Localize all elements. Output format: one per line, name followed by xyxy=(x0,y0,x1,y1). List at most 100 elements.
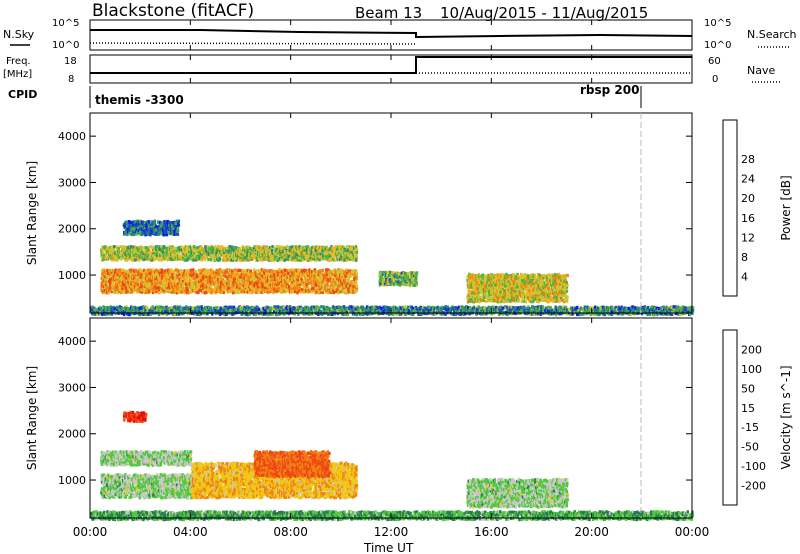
power-cell xyxy=(134,220,137,224)
power-cell xyxy=(176,275,179,279)
power-cell xyxy=(265,256,268,260)
power-cell xyxy=(225,249,229,253)
power-cell xyxy=(119,245,122,249)
power-cell xyxy=(201,279,205,283)
power-cell xyxy=(237,268,241,272)
power-cell xyxy=(255,255,258,259)
power-cell xyxy=(134,258,137,262)
power-cell xyxy=(476,286,479,290)
power-cell xyxy=(144,290,148,294)
power-cell xyxy=(247,286,250,290)
power-cell xyxy=(259,268,262,272)
power-cell xyxy=(196,287,199,291)
power-cell xyxy=(197,280,201,284)
power-cell xyxy=(181,276,184,280)
power-cell xyxy=(287,258,290,262)
power-cell xyxy=(192,251,196,255)
power-cell xyxy=(324,252,328,256)
power-cell xyxy=(142,288,145,292)
power-cell xyxy=(484,280,487,284)
power-cell xyxy=(409,282,412,286)
power-cell xyxy=(236,268,239,272)
power-cell xyxy=(389,280,392,284)
power-cell xyxy=(306,290,310,294)
power-cell xyxy=(215,274,219,278)
power-cell xyxy=(219,278,223,282)
power-cell xyxy=(253,282,257,286)
power-cell xyxy=(328,289,332,293)
power-cell xyxy=(149,269,152,273)
power-cell xyxy=(203,279,206,283)
power-cell xyxy=(333,252,337,256)
power-cell xyxy=(349,269,352,273)
power-cell xyxy=(354,245,358,249)
power-cell xyxy=(301,288,304,292)
power-cell xyxy=(151,254,154,258)
power-cell xyxy=(200,278,203,283)
power-cell xyxy=(113,291,116,295)
power-cell xyxy=(242,290,245,294)
power-cell xyxy=(138,254,141,258)
power-cell xyxy=(168,253,171,257)
power-cell xyxy=(224,254,227,259)
power-cell xyxy=(492,278,496,282)
power-cell xyxy=(155,232,158,236)
power-cell xyxy=(257,245,260,249)
power-cell xyxy=(466,300,470,304)
power-cell xyxy=(156,288,159,292)
power-cell xyxy=(138,276,141,280)
power-cell xyxy=(261,284,264,288)
power-echo-region-0 xyxy=(100,268,359,295)
power-cell xyxy=(107,246,110,250)
power-cell xyxy=(205,272,208,276)
power-cell xyxy=(323,282,326,286)
power-cell xyxy=(479,285,482,289)
power-cell xyxy=(239,268,242,272)
power-cell xyxy=(482,298,485,302)
power-cell xyxy=(165,227,168,232)
power-cell xyxy=(401,277,404,282)
power-cell xyxy=(236,256,240,260)
power-cell xyxy=(333,286,336,290)
power-cell xyxy=(211,279,214,283)
power-cell xyxy=(310,273,314,277)
power-cell xyxy=(158,232,161,236)
power-cell xyxy=(102,252,105,256)
power-cell xyxy=(174,275,177,280)
power-cell xyxy=(565,289,569,293)
power-cell xyxy=(322,288,325,292)
power-cell xyxy=(142,258,145,262)
power-cell xyxy=(336,246,340,250)
power-cell xyxy=(355,288,358,293)
power-cell xyxy=(261,281,264,285)
power-cell xyxy=(170,226,173,230)
power-cell xyxy=(195,258,198,262)
power-cell xyxy=(294,268,297,272)
power-cell xyxy=(237,273,240,278)
power-cell xyxy=(137,258,141,262)
power-cell xyxy=(160,224,163,229)
power-cell xyxy=(144,226,147,230)
power-cell xyxy=(131,253,134,257)
power-cell xyxy=(142,282,145,286)
power-cell xyxy=(266,281,269,285)
power-cell xyxy=(344,249,347,253)
power-cell xyxy=(305,289,308,293)
power-cell xyxy=(121,250,125,254)
power-cell xyxy=(291,245,294,249)
power-cell xyxy=(145,220,148,225)
power-cell xyxy=(388,277,392,281)
power-cell xyxy=(234,256,238,260)
power-cell xyxy=(139,248,143,252)
power-cell xyxy=(227,254,230,258)
power-cell xyxy=(109,279,112,283)
power-cell xyxy=(253,245,257,249)
power-cell xyxy=(152,223,156,227)
power-cell xyxy=(176,254,180,258)
power-cell xyxy=(103,253,106,257)
power-cell xyxy=(243,246,246,250)
power-cell xyxy=(140,275,143,279)
power-cell xyxy=(172,246,175,250)
power-cell xyxy=(117,246,120,250)
power-cell xyxy=(207,257,210,261)
